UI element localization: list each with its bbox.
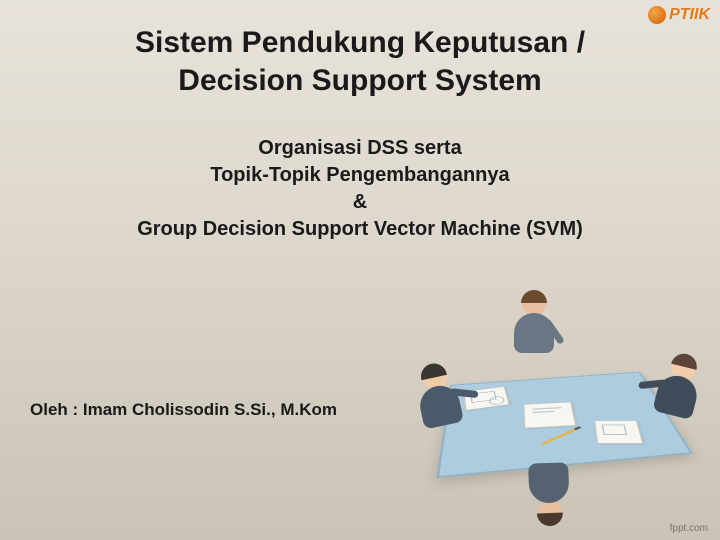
- blueprint-paper-icon: [594, 420, 643, 443]
- subtitle-line-3: &: [0, 189, 720, 216]
- person-icon: [526, 453, 572, 524]
- subtitle-line-2: Topik-Topik Pengembangannya: [0, 162, 720, 189]
- subtitle-line-4: Group Decision Support Vector Machine (S…: [0, 216, 720, 243]
- person-icon: [410, 361, 468, 439]
- person-icon: [648, 351, 708, 430]
- brand-logo: PTIIK: [648, 6, 710, 24]
- logo-swirl-icon: [648, 6, 666, 24]
- pencil-icon: [541, 426, 582, 445]
- title-line-2: Decision Support System: [0, 62, 720, 100]
- slide-title: Sistem Pendukung Keputusan / Decision Su…: [0, 0, 720, 99]
- meeting-illustration: [422, 310, 692, 510]
- title-line-1: Sistem Pendukung Keputusan /: [0, 24, 720, 62]
- watermark-text: fppt.com: [670, 523, 708, 534]
- subtitle-line-1: Organisasi DSS serta: [0, 135, 720, 162]
- person-icon: [512, 292, 556, 362]
- author-credit: Oleh : Imam Cholissodin S.Si., M.Kom: [30, 400, 337, 420]
- logo-text: PTIIK: [669, 6, 710, 24]
- slide-subtitle: Organisasi DSS serta Topik-Topik Pengemb…: [0, 135, 720, 243]
- blueprint-paper-icon: [523, 402, 576, 428]
